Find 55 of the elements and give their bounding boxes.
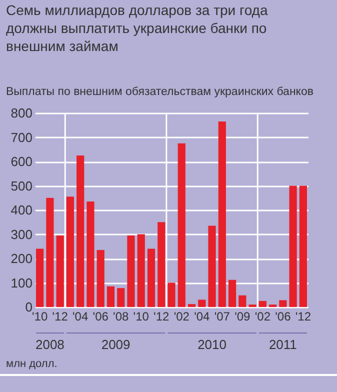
bar: [178, 143, 186, 307]
bar: [188, 304, 196, 307]
bar: [106, 286, 115, 307]
bar: [46, 198, 54, 307]
y-tick-label: 500: [10, 178, 32, 194]
bar: [158, 222, 166, 307]
y-tick-label: 700: [10, 130, 32, 145]
bar: [279, 300, 287, 307]
bar: [208, 226, 216, 307]
x-tick-label: '07: [214, 310, 230, 324]
bar: [198, 300, 206, 307]
bar: [147, 248, 156, 307]
text: 2010: [198, 337, 226, 352]
x-tick-label: '10: [133, 310, 150, 324]
text: 2011: [268, 337, 297, 352]
bar: [258, 300, 266, 307]
bar: [66, 196, 74, 307]
bar: [238, 295, 246, 307]
x-tick-label: '04: [72, 310, 88, 324]
x-tick-label: '10: [32, 310, 48, 324]
y-tick-label: 800: [10, 106, 32, 120]
bar: [218, 121, 226, 307]
chart-title: Семь миллиардов долларов за три года должны выплатить украинские банки по внешним займам: [6, 2, 268, 54]
bar: [96, 250, 104, 307]
y-tick-label: 0: [25, 300, 32, 314]
y-tick-label: 300: [10, 226, 32, 242]
x-tick-label: '12: [52, 310, 68, 324]
bar: [127, 235, 135, 307]
x-tick-label: '09: [234, 310, 251, 324]
bar: [56, 235, 64, 307]
x-tick-label: '06: [92, 310, 109, 324]
bar: [76, 155, 84, 307]
y-tick-label: 600: [10, 154, 32, 169]
y-tick-label: 400: [10, 202, 32, 218]
chart-subtitle: Выплаты по внешним обязательствам украинских банков: [6, 86, 314, 98]
text: 2008: [35, 337, 64, 352]
y-axis-title: млн долл.: [6, 358, 58, 370]
x-tick-label: '12: [295, 310, 312, 324]
bar: [86, 202, 94, 307]
bar: [168, 282, 176, 307]
text: 2009: [101, 337, 130, 352]
y-tick-label: 200: [10, 251, 32, 266]
bar: [117, 288, 125, 307]
bar: [299, 186, 307, 307]
bar: [137, 234, 145, 307]
x-tick-label: '04: [194, 310, 210, 324]
x-tick-label: '06: [275, 310, 292, 324]
bar: [36, 248, 44, 307]
x-tick-label: '12: [154, 310, 170, 324]
bar: [228, 280, 236, 307]
x-tick-label: '02: [254, 310, 271, 324]
bar: [289, 186, 297, 307]
y-tick-label: 100: [10, 275, 32, 290]
x-tick-label: '08: [113, 310, 129, 324]
x-tick-label: '02: [174, 310, 190, 324]
